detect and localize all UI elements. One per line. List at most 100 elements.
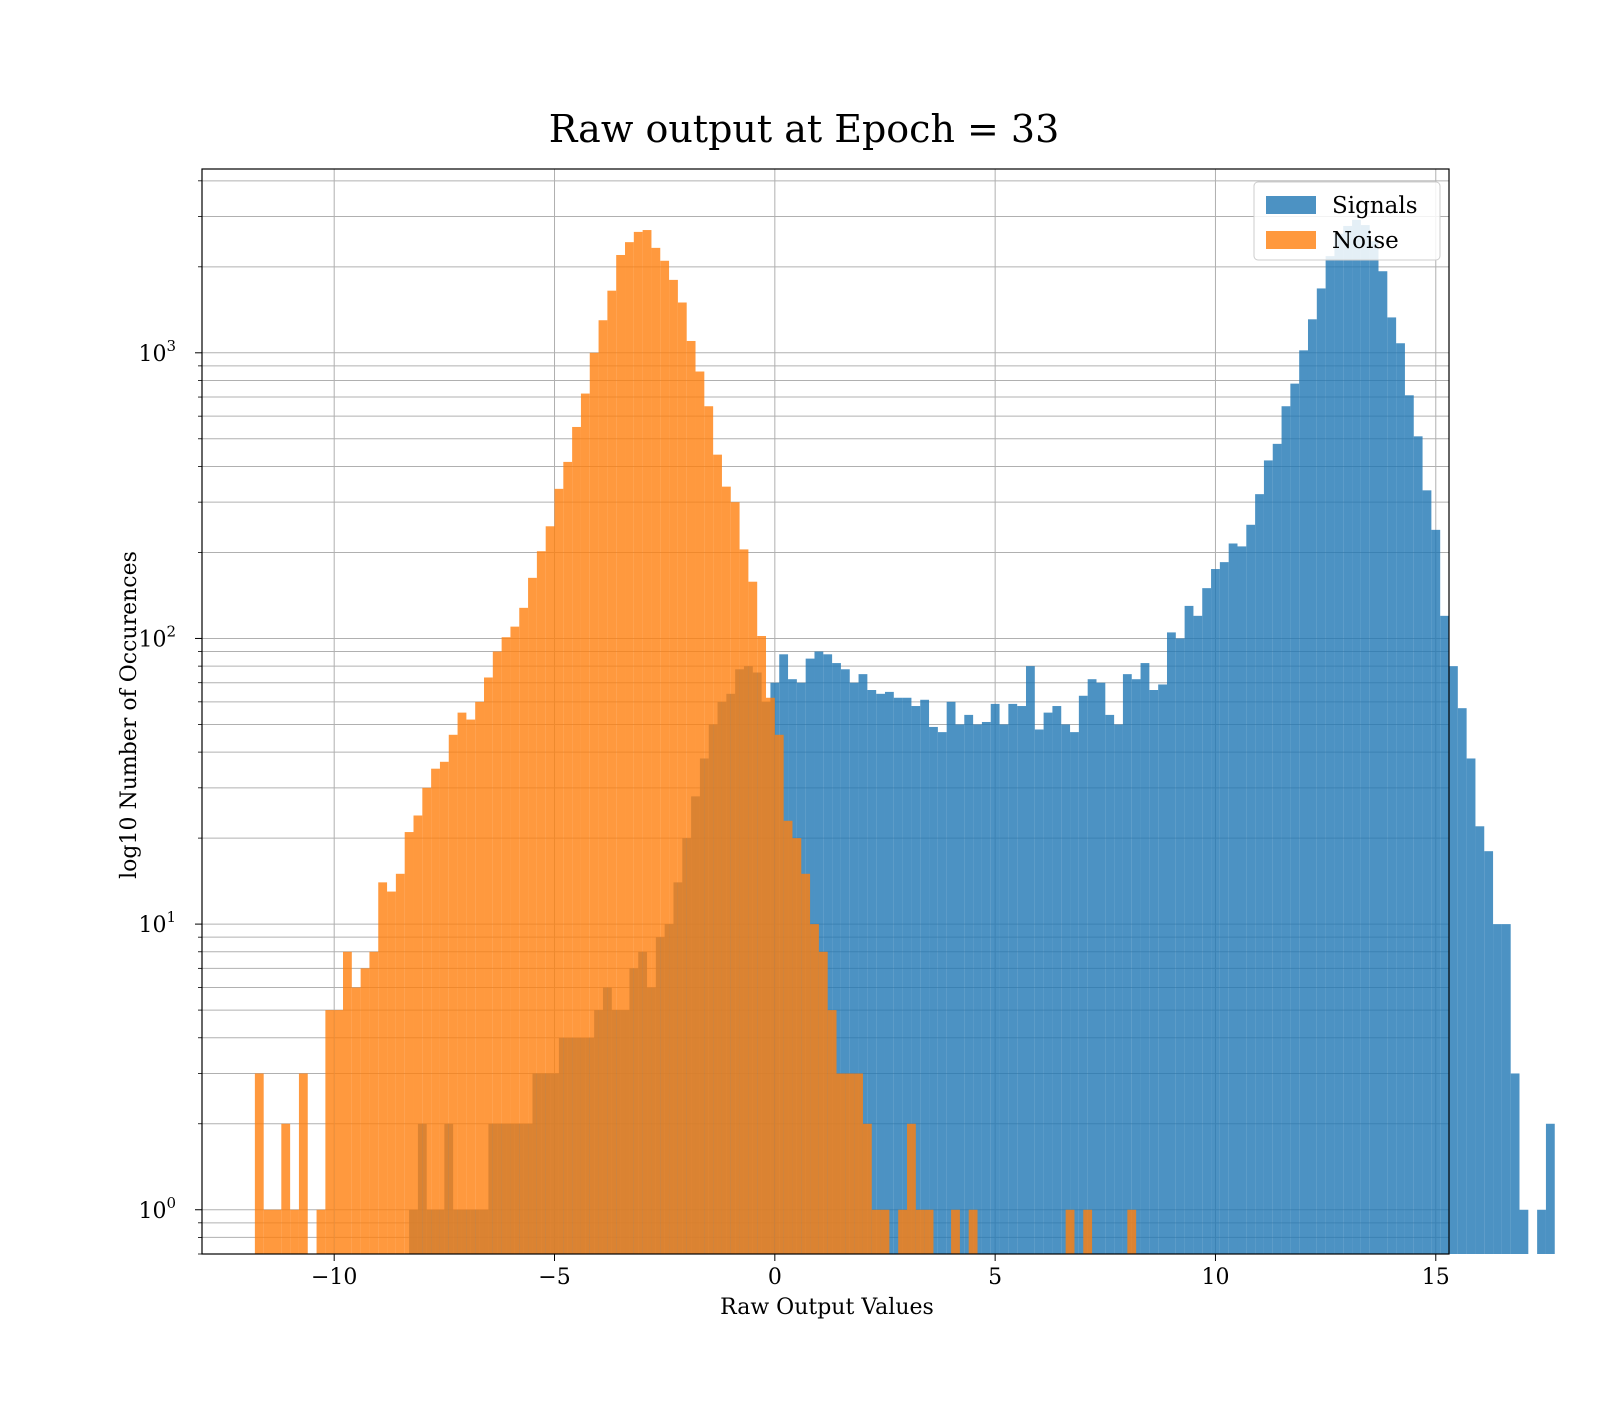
- y-tick-label: 103: [138, 337, 176, 367]
- histogram-bar: [510, 626, 520, 1254]
- histogram-bar: [272, 1209, 282, 1254]
- histogram-bar: [290, 1209, 299, 1254]
- histogram-bar: [721, 486, 731, 1254]
- histogram-bar: [981, 721, 991, 1254]
- histogram-bar: [836, 1073, 846, 1254]
- y-tick-label: 100: [138, 1194, 176, 1224]
- histogram-bar: [686, 340, 696, 1255]
- histogram-bar: [1061, 724, 1071, 1254]
- histogram-bar: [484, 677, 493, 1254]
- histogram-bar: [1272, 443, 1282, 1254]
- histogram-bar: [492, 651, 502, 1254]
- histogram-bar: [858, 674, 868, 1254]
- histogram-bar: [1316, 288, 1326, 1255]
- histogram-bar: [1034, 729, 1044, 1254]
- histogram-bar: [1255, 494, 1264, 1255]
- histogram-bar: [589, 352, 599, 1254]
- histogram-bar: [827, 1010, 837, 1254]
- histogram-bar: [598, 320, 608, 1254]
- histogram-bar: [801, 873, 811, 1254]
- histogram-bar: [642, 230, 652, 1254]
- histogram-bar: [1422, 490, 1432, 1254]
- histogram-bar: [1149, 689, 1159, 1254]
- histogram-bar: [625, 242, 634, 1254]
- legend: Signals Noise: [1253, 181, 1441, 261]
- histogram-bar: [572, 426, 581, 1254]
- legend-swatch-signals: [1266, 196, 1316, 214]
- histogram-bar: [536, 551, 546, 1254]
- histogram-bar: [466, 719, 476, 1254]
- histogram-bar: [1166, 632, 1176, 1254]
- histogram-bar: [1431, 529, 1441, 1254]
- histogram-bar: [616, 254, 626, 1255]
- histogram-bar: [677, 302, 687, 1254]
- histogram-bar: [263, 1209, 273, 1254]
- histogram-bar: [907, 1123, 916, 1254]
- histogram-bar: [915, 1209, 925, 1254]
- histogram-bar: [254, 1073, 264, 1254]
- histogram-bar: [1202, 588, 1212, 1254]
- plot-frame: [201, 168, 1450, 1255]
- histogram-bar: [973, 724, 982, 1254]
- histogram-bar: [607, 290, 617, 1254]
- x-tick-label: 15: [1422, 1265, 1450, 1290]
- histogram-bar: [545, 526, 555, 1254]
- histogram-bar: [378, 882, 388, 1254]
- histogram-bar: [1087, 679, 1097, 1254]
- histogram-bar: [281, 1123, 291, 1254]
- histogram-bar: [884, 691, 894, 1254]
- histogram-bar: [475, 701, 485, 1254]
- histogram-bar: [880, 1209, 890, 1254]
- chart-title: Raw output at Epoch = 33: [549, 107, 1060, 151]
- histogram-bar: [1025, 666, 1035, 1254]
- histogram-bar: [713, 454, 722, 1254]
- histogram-bar: [1343, 225, 1353, 1255]
- histogram-bar: [1396, 343, 1405, 1254]
- histogram-bar: [1281, 406, 1291, 1255]
- histogram-bar: [774, 734, 784, 1254]
- histogram-bar: [1078, 695, 1088, 1254]
- histogram-bar: [1545, 1123, 1555, 1254]
- histogram-bar: [351, 987, 361, 1254]
- histogram-bar: [867, 689, 877, 1254]
- histogram-bar: [1105, 714, 1115, 1254]
- x-axis-label: Raw Output Values: [720, 1295, 934, 1320]
- histogram-bar: [871, 1209, 881, 1254]
- histogram-bar: [1378, 271, 1388, 1255]
- histogram-bar: [739, 549, 749, 1254]
- legend-label-signals: Signals: [1332, 193, 1418, 219]
- histogram-bar: [876, 693, 885, 1254]
- histogram-bar: [1083, 1209, 1093, 1254]
- histogram-bar: [413, 815, 423, 1254]
- histogram-bar: [1493, 924, 1502, 1254]
- histogram-bar: [1440, 615, 1449, 1254]
- histogram-bar: [1017, 706, 1026, 1254]
- histogram-bar: [1510, 1073, 1520, 1254]
- histogram-bar: [1369, 241, 1379, 1254]
- histogram-bar: [1307, 319, 1317, 1254]
- histogram-bar: [298, 1073, 308, 1254]
- histogram-bar: [920, 699, 930, 1254]
- histogram-bar: [316, 1209, 326, 1254]
- histogram-bar: [1334, 233, 1344, 1255]
- histogram-bar: [369, 951, 379, 1254]
- histogram-bar: [554, 488, 564, 1254]
- histogram-bar: [519, 607, 529, 1254]
- histogram-bar: [1122, 674, 1132, 1254]
- histogram-bars: [254, 219, 1555, 1255]
- histogram-bar: [893, 697, 903, 1254]
- histogram-bar: [818, 951, 828, 1254]
- histogram-bar: [1457, 708, 1467, 1254]
- histogram-bar: [990, 703, 1000, 1254]
- histogram-bar: [902, 697, 912, 1254]
- histogram-bar: [792, 838, 802, 1254]
- histogram-bar: [1008, 703, 1018, 1254]
- histogram-bar: [1043, 712, 1053, 1254]
- histogram-bar: [810, 924, 819, 1254]
- histogram-bar: [840, 669, 850, 1254]
- histogram-bar: [1484, 851, 1494, 1254]
- histogram-bar: [1065, 1209, 1075, 1254]
- histogram-bar: [955, 724, 965, 1254]
- x-tick-label: 5: [988, 1265, 1002, 1290]
